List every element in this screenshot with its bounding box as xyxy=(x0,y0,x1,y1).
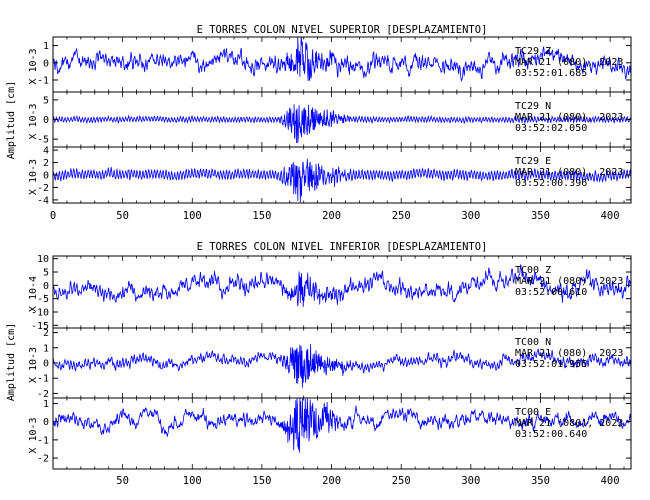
record-date: MAR 21 (080), 2023 xyxy=(515,348,623,359)
x-tick-label: 100 xyxy=(183,475,202,487)
y-tick-label: -15 xyxy=(31,321,49,332)
record-time: 03:52:01.955 xyxy=(515,359,587,370)
seismogram-panel-1: E TORRES COLON NIVEL SUPERIOR [DESPLAZAM… xyxy=(6,24,632,222)
y-tick-label: 2 xyxy=(43,158,49,169)
x-tick-label: 300 xyxy=(461,210,480,222)
station-label: TC00 N xyxy=(515,337,551,348)
record-date: MAR 21 (080), 2023 xyxy=(515,167,623,178)
y-scale-label: X 10-3 xyxy=(28,103,39,139)
y-scale-label: X 10-3 xyxy=(28,347,39,383)
y-tick-label: 1 xyxy=(43,343,49,354)
waveform-line xyxy=(52,158,632,203)
x-tick-label: 400 xyxy=(601,475,620,487)
waveform-line xyxy=(52,264,632,307)
y-tick-label: -5 xyxy=(37,135,49,146)
trace-frame xyxy=(52,397,632,470)
record-date: MAR 21 (080), 2023 xyxy=(515,112,623,123)
y-tick-label: 0 xyxy=(43,281,49,292)
x-tick-label: 350 xyxy=(531,210,550,222)
station-label: TC29 N xyxy=(515,101,551,112)
record-time: 03:52:01.685 xyxy=(515,68,587,79)
y-scale-label: X 10-3 xyxy=(28,417,39,453)
y-tick-label: -4 xyxy=(37,195,49,206)
waveform-line xyxy=(52,398,632,453)
y-tick-label: -2 xyxy=(37,389,49,400)
x-tick-label: 300 xyxy=(461,475,480,487)
x-tick-label: 150 xyxy=(252,475,271,487)
y-tick-label: -5 xyxy=(37,294,49,305)
x-tick-label: 50 xyxy=(116,210,129,222)
x-tick-label: 200 xyxy=(322,475,341,487)
y-tick-label: 5 xyxy=(43,268,49,279)
x-tick-label: 150 xyxy=(252,210,271,222)
y-scale-label: X 10-3 xyxy=(28,159,39,195)
y-scale-label: X 10-3 xyxy=(28,48,39,84)
y-tick-label: -1 xyxy=(37,374,49,385)
y-tick-label: -10 xyxy=(31,308,49,319)
panel-title: E TORRES COLON NIVEL SUPERIOR [DESPLAZAM… xyxy=(197,24,488,36)
y-tick-label: 0 xyxy=(43,115,49,126)
y-tick-label: 1 xyxy=(43,41,49,52)
x-tick-label: 200 xyxy=(322,210,341,222)
y-tick-label: -2 xyxy=(37,183,49,194)
y-axis-label: Amplitud [cm] xyxy=(6,323,17,401)
y-tick-label: 4 xyxy=(43,146,49,157)
x-tick-label: 100 xyxy=(183,210,202,222)
x-tick-label: 0 xyxy=(50,210,56,222)
y-tick-label: 0 xyxy=(43,171,49,182)
seismogram-panel-2: E TORRES COLON NIVEL INFERIOR [DESPLAZAM… xyxy=(6,241,632,487)
y-tick-label: -1 xyxy=(37,75,49,86)
y-tick-label: 0 xyxy=(43,417,49,428)
y-tick-label: 0 xyxy=(43,58,49,69)
y-tick-label: 1 xyxy=(43,399,49,410)
x-tick-label: 350 xyxy=(531,475,550,487)
record-time: 03:52:00.640 xyxy=(515,429,587,440)
record-date: MAR 21 (080), 2023 xyxy=(515,276,623,287)
x-tick-label: 400 xyxy=(601,210,620,222)
y-tick-label: 0 xyxy=(43,359,49,370)
y-axis-label: Amplitud [cm] xyxy=(6,81,17,159)
station-label: TC00 E xyxy=(515,407,551,418)
waveform-line xyxy=(52,343,632,388)
y-tick-label: 2 xyxy=(43,328,49,339)
x-tick-label: 250 xyxy=(392,475,411,487)
station-label: TC29 Z xyxy=(515,46,551,57)
y-tick-label: 5 xyxy=(43,95,49,106)
y-tick-label: -2 xyxy=(37,454,49,465)
y-tick-label: 10 xyxy=(37,254,49,265)
panel-title: E TORRES COLON NIVEL INFERIOR [DESPLAZAM… xyxy=(197,241,488,253)
station-label: TC29 E xyxy=(515,156,551,167)
record-time: 03:52:02.050 xyxy=(515,123,587,134)
record-time: 03:52:00.396 xyxy=(515,178,587,189)
station-label: TC00 Z xyxy=(515,265,551,276)
record-date: MAR 21 (080), 2023 xyxy=(515,418,623,429)
y-tick-label: -1 xyxy=(37,435,49,446)
x-tick-label: 50 xyxy=(116,475,129,487)
waveform-line xyxy=(52,37,632,82)
record-time: 03:52:00.610 xyxy=(515,287,587,298)
y-scale-label: X 10-4 xyxy=(28,276,39,312)
x-tick-label: 250 xyxy=(392,210,411,222)
record-date: MAR 21 (080), 2023 xyxy=(515,57,623,68)
waveform-line xyxy=(52,104,632,144)
